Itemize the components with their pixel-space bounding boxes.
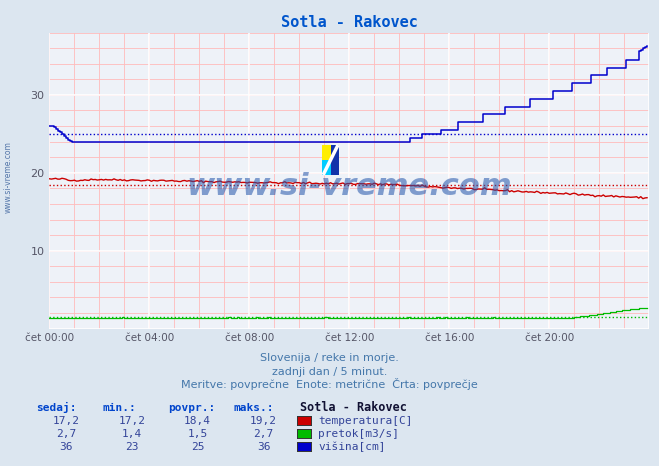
Title: Sotla - Rakovec: Sotla - Rakovec: [281, 15, 418, 30]
Text: povpr.:: povpr.:: [168, 403, 215, 413]
Text: Meritve: povprečne  Enote: metrične  Črta: povprečje: Meritve: povprečne Enote: metrične Črta:…: [181, 378, 478, 390]
Text: Slovenija / reke in morje.: Slovenija / reke in morje.: [260, 353, 399, 363]
Text: 17,2: 17,2: [53, 416, 79, 426]
Text: višina[cm]: višina[cm]: [318, 442, 386, 452]
Text: temperatura[C]: temperatura[C]: [318, 416, 413, 426]
Text: zadnji dan / 5 minut.: zadnji dan / 5 minut.: [272, 367, 387, 377]
Text: 36: 36: [257, 442, 270, 452]
Text: 19,2: 19,2: [250, 416, 277, 426]
Bar: [331, 145, 339, 175]
Text: www.si-vreme.com: www.si-vreme.com: [186, 172, 512, 201]
Text: 1,5: 1,5: [188, 429, 208, 439]
Text: Sotla - Rakovec: Sotla - Rakovec: [300, 401, 407, 414]
Text: www.si-vreme.com: www.si-vreme.com: [3, 141, 13, 213]
Text: 2,7: 2,7: [56, 429, 76, 439]
Bar: [322, 160, 331, 175]
Text: 25: 25: [191, 442, 204, 452]
Text: sedaj:: sedaj:: [36, 402, 76, 413]
Text: 1,4: 1,4: [122, 429, 142, 439]
Text: 2,7: 2,7: [254, 429, 273, 439]
Text: maks.:: maks.:: [234, 403, 274, 413]
Text: min.:: min.:: [102, 403, 136, 413]
Bar: [322, 145, 331, 160]
Text: 18,4: 18,4: [185, 416, 211, 426]
Text: 36: 36: [59, 442, 72, 452]
Text: 17,2: 17,2: [119, 416, 145, 426]
Text: 23: 23: [125, 442, 138, 452]
Text: pretok[m3/s]: pretok[m3/s]: [318, 429, 399, 439]
